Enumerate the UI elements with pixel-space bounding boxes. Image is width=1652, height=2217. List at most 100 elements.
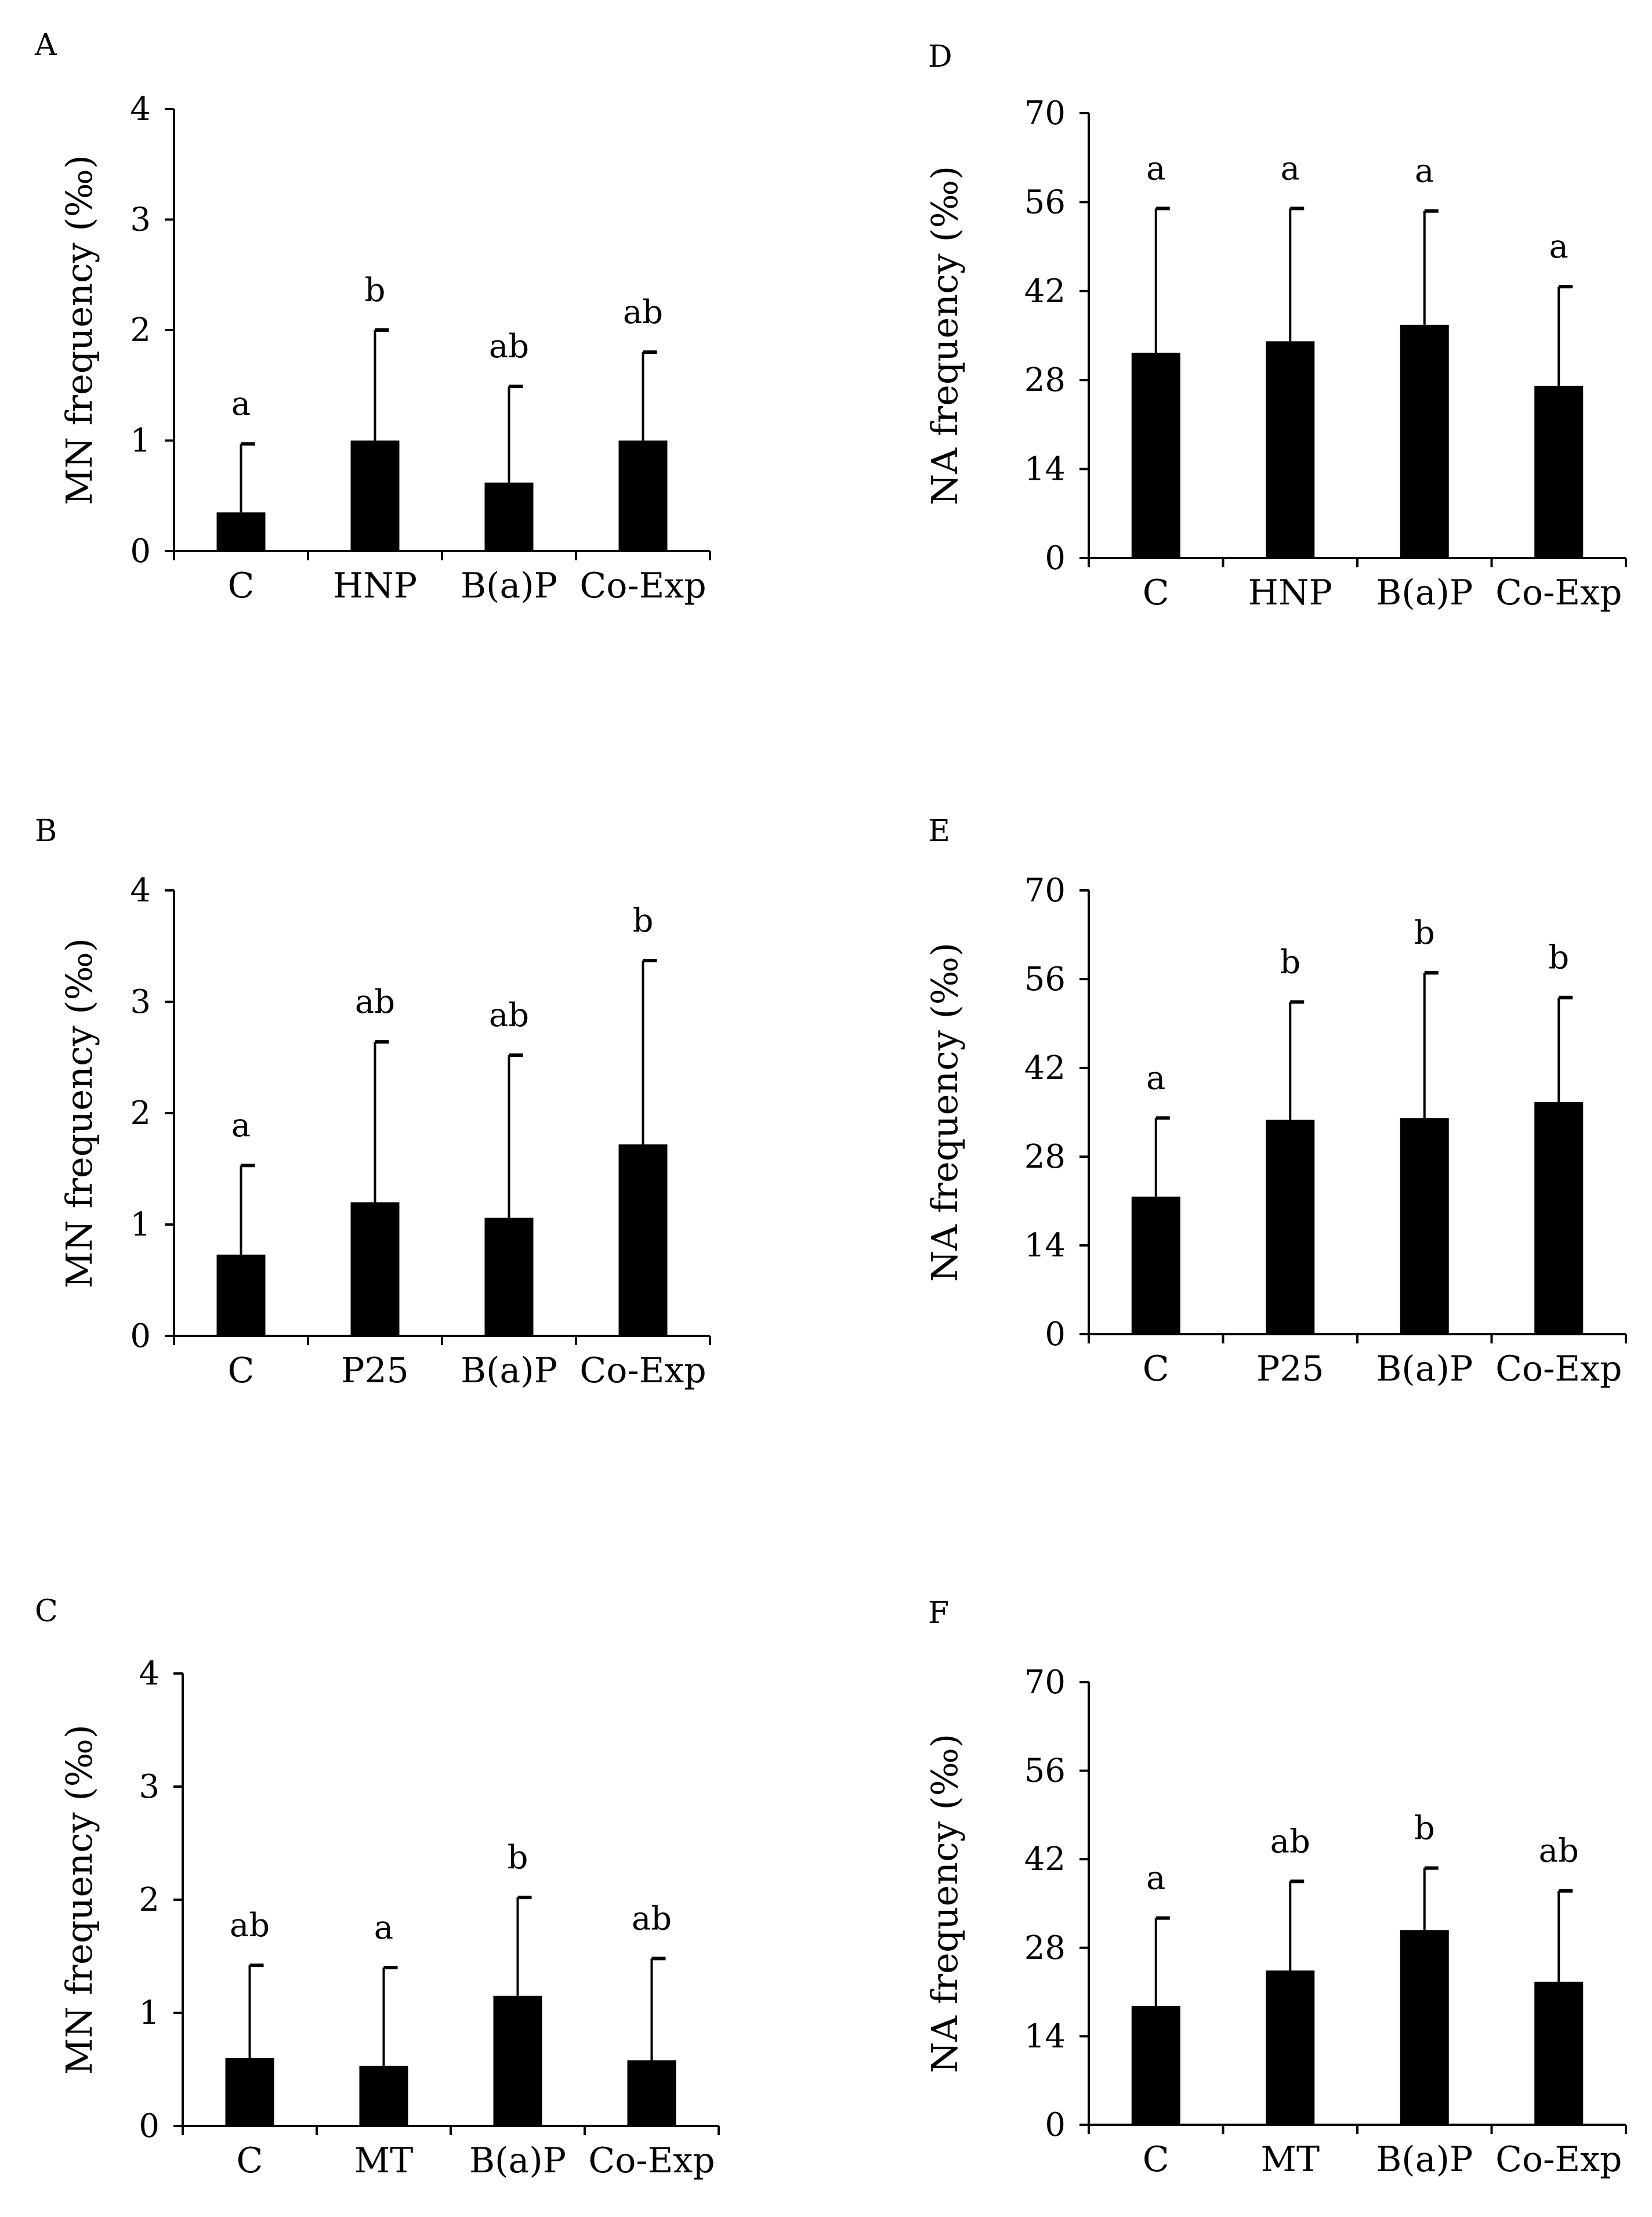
bar — [359, 2066, 408, 2126]
panel-letter: F — [928, 1596, 949, 1631]
significance-label: a — [374, 1909, 393, 1947]
significance-label: ab — [230, 1907, 270, 1944]
x-category-label: C — [228, 1350, 255, 1391]
y-tick-label: 56 — [1024, 961, 1066, 998]
x-category-label: Co-Exp — [1495, 1349, 1622, 1389]
panel-letter: A — [34, 28, 57, 63]
significance-label: ab — [489, 328, 529, 365]
significance-label: a — [1415, 153, 1434, 190]
y-tick-label: 3 — [130, 201, 151, 239]
significance-label: ab — [489, 997, 529, 1034]
y-tick-label: 4 — [130, 872, 151, 910]
bar — [1131, 1196, 1180, 1334]
x-category-label: C — [1143, 2139, 1169, 2180]
y-tick-label: 0 — [1045, 1316, 1066, 1353]
y-tick-label: 2 — [130, 1095, 151, 1132]
y-tick-label: 70 — [1024, 872, 1066, 910]
significance-label: b — [1414, 1809, 1435, 1847]
significance-label: a — [1146, 150, 1165, 187]
significance-label: a — [1281, 150, 1300, 187]
y-tick-label: 28 — [1024, 1138, 1066, 1176]
chart-panel-b: B 0 1 2 3 4 MN frequency (‰) a Cab P25 ab B(a)P b Co-… — [35, 814, 711, 1391]
x-category-label: B(a)P — [461, 1350, 557, 1391]
significance-label: ab — [355, 983, 395, 1021]
significance-label: b — [1414, 914, 1435, 952]
x-category-label: B(a)P — [1376, 2139, 1473, 2180]
y-axis-title: MN frequency (‰) — [58, 1725, 100, 2075]
bar — [1400, 324, 1449, 558]
y-tick-label: 56 — [1024, 183, 1066, 221]
y-tick-label: 2 — [139, 1881, 160, 1919]
y-tick-label: 56 — [1024, 1752, 1066, 1790]
bar — [1266, 1970, 1315, 2125]
y-tick-label: 28 — [1024, 1929, 1066, 1967]
x-category-label: HNP — [1248, 573, 1332, 613]
y-tick-label: 0 — [1045, 539, 1066, 577]
x-category-label: B(a)P — [1376, 1349, 1473, 1389]
significance-label: a — [1549, 228, 1568, 266]
y-tick-label: 14 — [1024, 1227, 1066, 1265]
x-category-label: C — [1143, 573, 1169, 613]
y-tick-label: 1 — [130, 422, 151, 460]
y-axis-title: MN frequency (‰) — [58, 938, 100, 1288]
chart-panel-a: A 0 1 2 3 4 MN frequency (‰) a Cb HNP ab B(a)P ab Co-… — [34, 28, 711, 606]
y-axis-title: NA frequency (‰) — [923, 166, 966, 505]
significance-label: ab — [1539, 1832, 1579, 1870]
y-tick-label: 0 — [130, 532, 151, 570]
bar — [350, 1202, 400, 1336]
y-tick-label: 42 — [1024, 273, 1066, 310]
bar — [216, 512, 266, 551]
significance-label: a — [231, 1107, 251, 1144]
x-category-label: C — [237, 2140, 263, 2181]
y-tick-label: 4 — [130, 90, 151, 128]
x-category-label: Co-Exp — [1495, 573, 1622, 613]
x-category-label: P25 — [341, 1350, 409, 1391]
panel-letter: C — [35, 1594, 58, 1629]
chart-panel-d: D 0 14 28 42 56 70 NA frequency (‰) a Ca HNP a B(a)P… — [923, 39, 1627, 613]
y-tick-label: 1 — [130, 1206, 151, 1244]
x-category-label: P25 — [1256, 1349, 1324, 1389]
y-tick-label: 42 — [1024, 1049, 1066, 1087]
significance-label: b — [1548, 939, 1569, 977]
significance-label: ab — [1270, 1823, 1310, 1860]
y-tick-label: 0 — [1045, 2106, 1066, 2144]
y-axis-title: NA frequency (‰) — [923, 943, 966, 1282]
bar — [1131, 2006, 1180, 2125]
y-tick-label: 0 — [139, 2107, 160, 2145]
x-category-label: Co-Exp — [579, 1350, 706, 1391]
significance-label: ab — [623, 294, 663, 331]
y-tick-label: 3 — [130, 983, 151, 1021]
y-tick-label: 14 — [1024, 2017, 1066, 2055]
bar — [1131, 353, 1180, 558]
bar — [1266, 341, 1315, 558]
y-tick-label: 1 — [139, 1994, 160, 2032]
x-category-label: Co-Exp — [588, 2140, 715, 2181]
bar — [618, 1144, 668, 1336]
x-category-label: C — [1143, 1349, 1169, 1389]
x-category-label: MT — [354, 2140, 413, 2181]
x-category-label: HNP — [333, 566, 417, 606]
significance-label: a — [1146, 1059, 1165, 1097]
bar — [216, 1254, 266, 1336]
y-tick-label: 14 — [1024, 451, 1066, 488]
y-tick-label: 3 — [139, 1768, 160, 1806]
x-category-label: Co-Exp — [1495, 2139, 1622, 2180]
chart-panel-c: C 0 1 2 3 4 MN frequency (‰) ab Ca MT b B(a)P ab Co-E… — [35, 1594, 720, 2181]
x-category-label: C — [228, 566, 255, 606]
x-category-label: B(a)P — [1376, 573, 1473, 613]
bar — [1400, 1118, 1449, 1334]
y-tick-label: 70 — [1024, 95, 1066, 132]
significance-label: a — [1146, 1860, 1165, 1897]
panel-letter: E — [928, 814, 950, 849]
x-category-label: B(a)P — [469, 2140, 566, 2181]
bar — [1534, 386, 1584, 558]
panel-letter: D — [928, 39, 952, 74]
significance-label: b — [365, 271, 386, 309]
bar — [627, 2060, 676, 2126]
bar — [350, 440, 400, 551]
bar — [1534, 1102, 1584, 1334]
bar — [225, 2058, 274, 2126]
y-tick-label: 28 — [1024, 361, 1066, 399]
y-tick-label: 2 — [130, 311, 151, 349]
bar — [493, 1995, 542, 2126]
